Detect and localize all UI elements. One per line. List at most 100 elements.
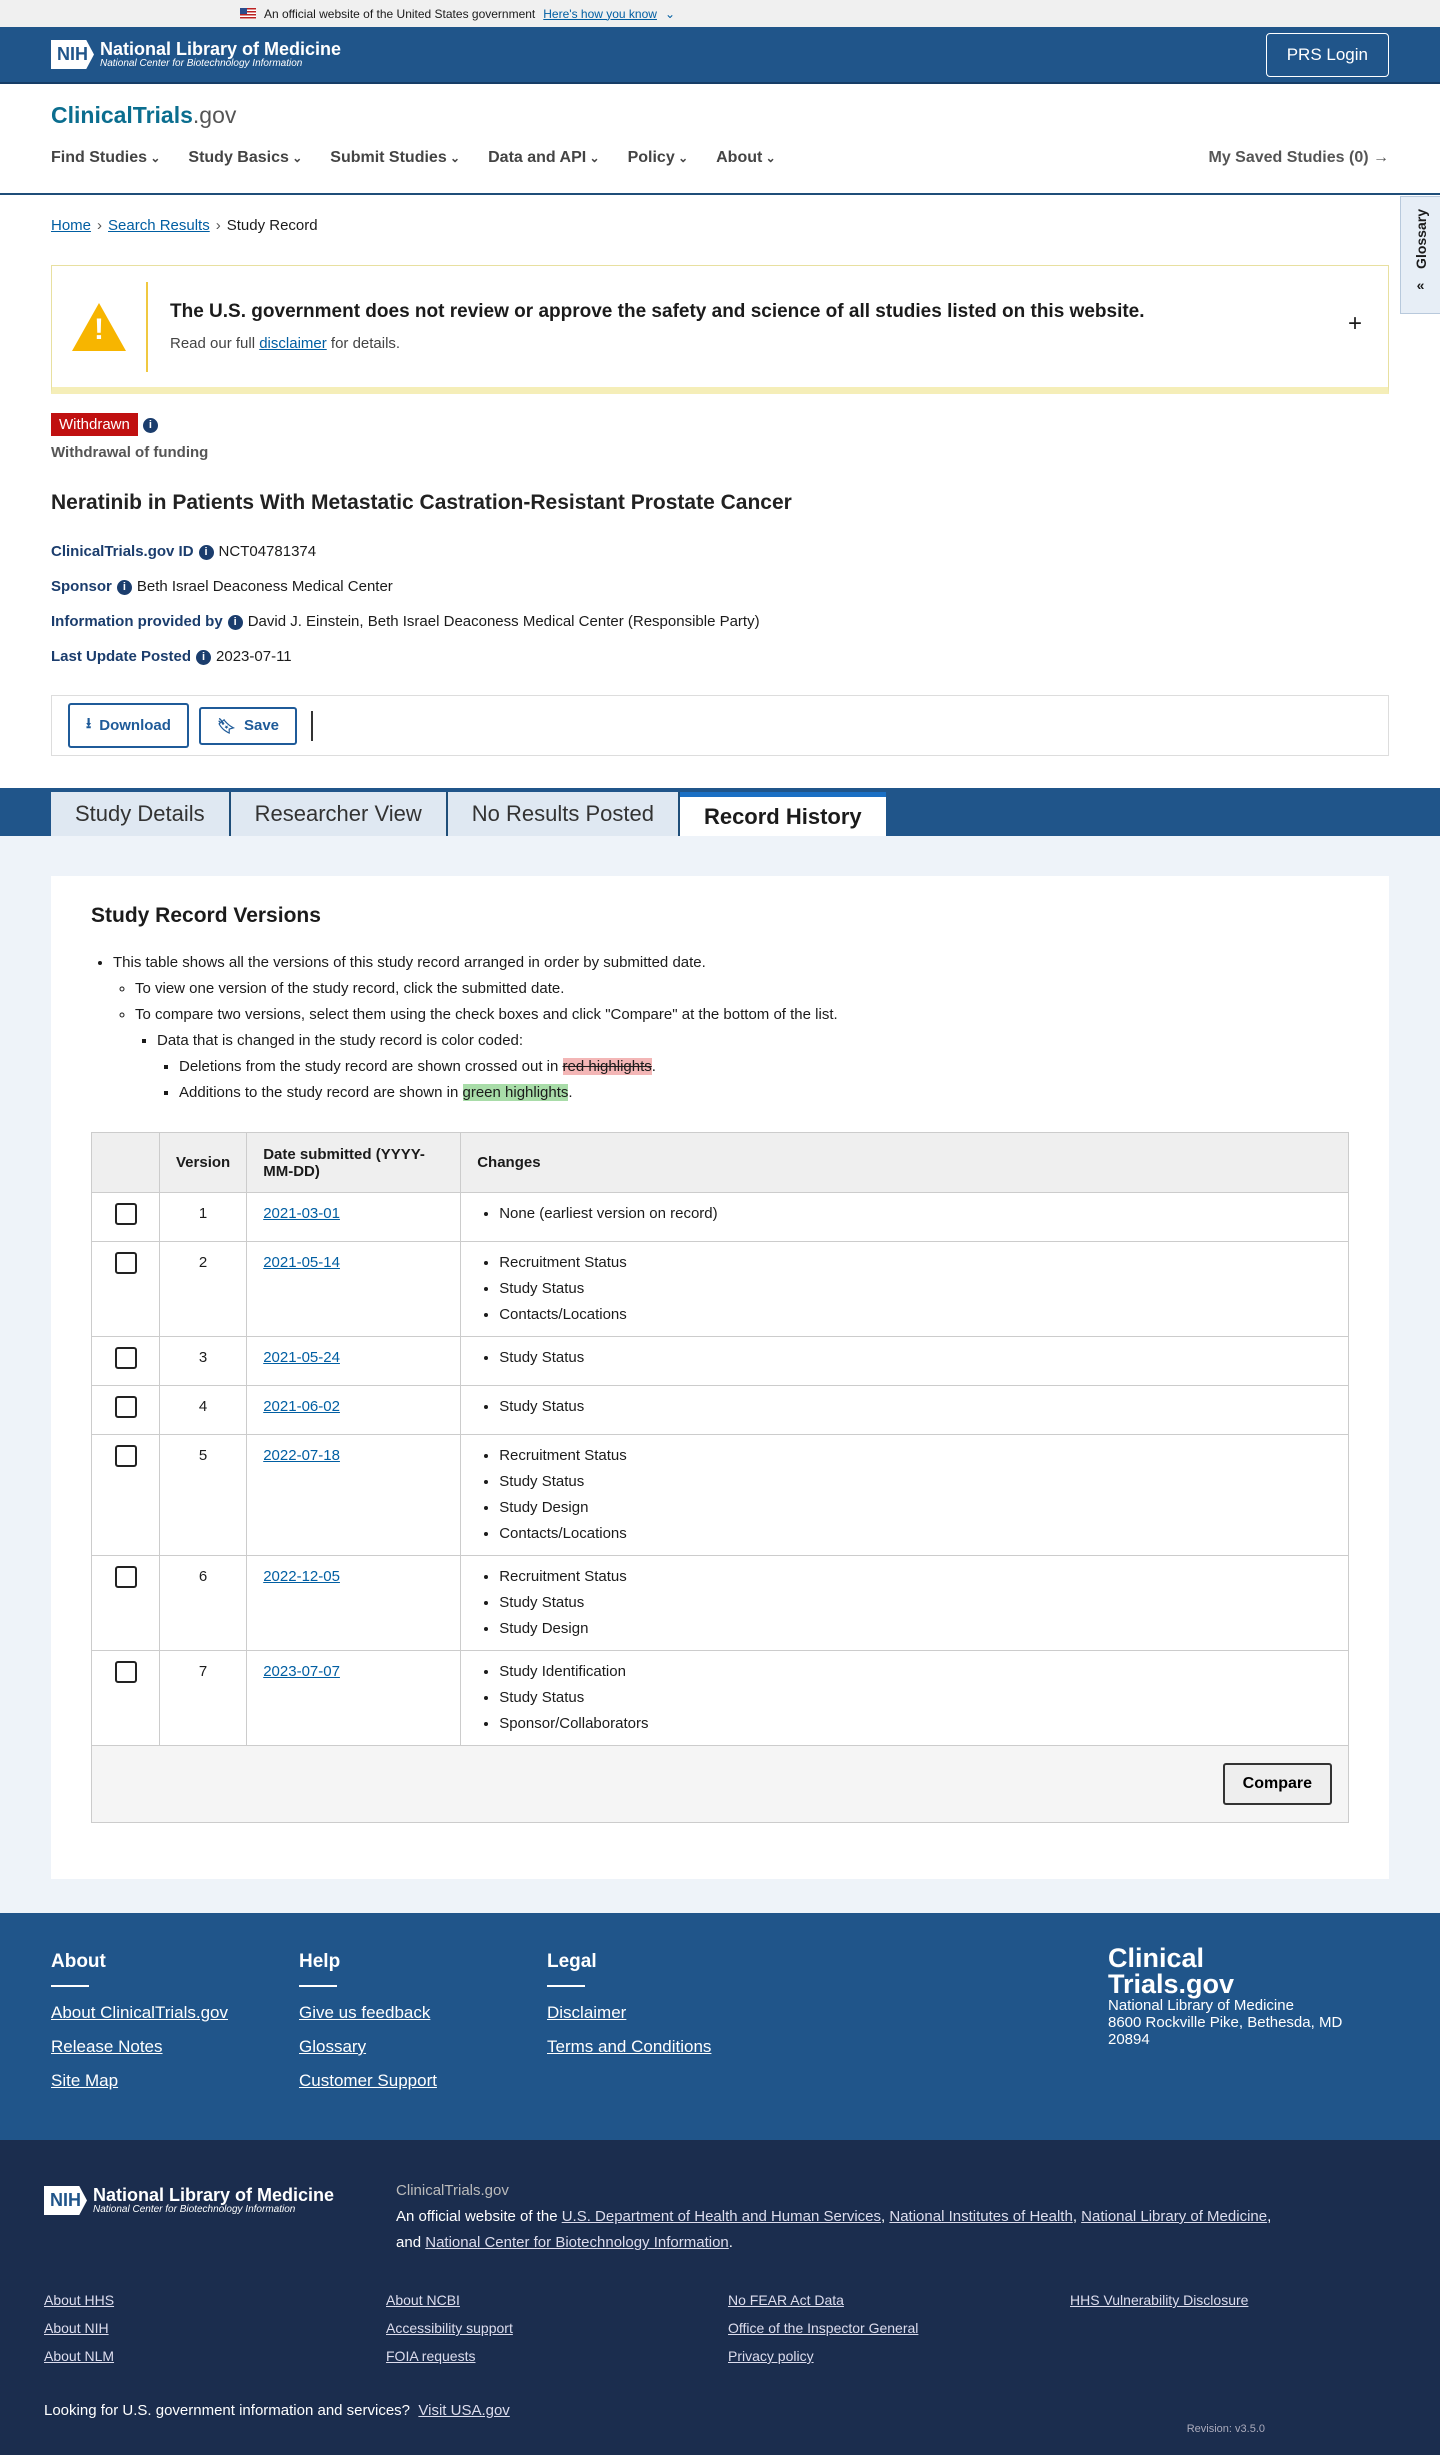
- footer-link[interactable]: About ClinicalTrials.gov: [51, 2003, 228, 2022]
- ncbi-link[interactable]: National Center for Biotechnology Inform…: [425, 2234, 729, 2251]
- nav-item-policy[interactable]: Policy ⌄: [628, 149, 689, 193]
- version-date-link[interactable]: 2023-07-07: [263, 1663, 340, 1680]
- nlm-link[interactable]: National Library of Medicine: [1081, 2208, 1268, 2225]
- change-item: Study Status: [499, 1394, 1332, 1420]
- nav-item-about[interactable]: About ⌄: [716, 149, 776, 193]
- expand-plus-icon[interactable]: +: [1347, 310, 1362, 337]
- how-you-know-link[interactable]: Here's how you know: [543, 6, 657, 21]
- chevron-down-icon: ⌄: [446, 151, 461, 165]
- footer-link[interactable]: Release Notes: [51, 2037, 163, 2056]
- meta-value: NCT04781374: [218, 543, 317, 560]
- glossary-panel-toggle[interactable]: Glossary «: [1400, 196, 1440, 314]
- version-cell: 7: [158, 1650, 248, 1746]
- prs-login-button[interactable]: PRS Login: [1265, 32, 1389, 77]
- version-checkbox[interactable]: [114, 1347, 137, 1369]
- version-date-link[interactable]: 2021-05-24: [263, 1349, 340, 1366]
- footer-nlm-logo[interactable]: NIH National Library of Medicine National…: [44, 2186, 334, 2215]
- tab-study-details[interactable]: Study Details: [51, 792, 231, 836]
- nav-item-data-and-api[interactable]: Data and API ⌄: [488, 149, 599, 193]
- date-cell: 2021-06-02: [246, 1385, 462, 1435]
- footer-link[interactable]: Office of the Inspector General: [728, 2320, 919, 2336]
- footer-link[interactable]: HHS Vulnerability Disclosure: [1070, 2292, 1249, 2308]
- meta-value: Beth Israel Deaconess Medical Center: [136, 578, 393, 595]
- version-date-link[interactable]: 2022-07-18: [263, 1447, 340, 1464]
- footer-link[interactable]: Glossary: [299, 2037, 367, 2056]
- info-icon[interactable]: i: [196, 649, 212, 665]
- version-checkbox[interactable]: [114, 1203, 137, 1225]
- divider: [311, 710, 314, 741]
- footer-link[interactable]: Terms and Conditions: [547, 2037, 712, 2056]
- nav-item-find-studies[interactable]: Find Studies ⌄: [51, 149, 160, 193]
- changes-cell: Study Status: [460, 1336, 1349, 1386]
- compare-button[interactable]: Compare: [1222, 1763, 1332, 1805]
- version-date-link[interactable]: 2021-05-14: [263, 1254, 340, 1271]
- red-highlight-sample: red highlights: [562, 1058, 652, 1075]
- download-button[interactable]: ⭳ Download: [68, 703, 189, 748]
- study-title: Neratinib in Patients With Metastatic Ca…: [51, 491, 792, 514]
- breadcrumb-search-results[interactable]: Search Results: [108, 217, 210, 234]
- alert-title: The U.S. government does not review or a…: [170, 301, 1145, 322]
- nav-label: About: [716, 149, 763, 166]
- instructions-list: This table shows all the versions of thi…: [91, 950, 1349, 1106]
- footer-link[interactable]: About HHS: [44, 2292, 115, 2308]
- disclaimer-alert: The U.S. government does not review or a…: [51, 265, 1389, 394]
- my-saved-studies-link[interactable]: My Saved Studies (0) →: [1209, 149, 1390, 193]
- bookmark-icon: 🔖︎: [216, 717, 236, 735]
- footer-link[interactable]: FOIA requests: [386, 2348, 476, 2364]
- table-row: 6 2022-12-05 Recruitment StatusStudy Statu…: [91, 1555, 1349, 1651]
- clinicaltrials-logo[interactable]: ClinicalTrials.gov: [0, 84, 1440, 129]
- visit-usa-gov-link[interactable]: Visit USA.gov: [418, 2402, 510, 2419]
- nih-link[interactable]: National Institutes of Health: [889, 2208, 1073, 2225]
- title-underline: [299, 1985, 337, 1987]
- info-icon[interactable]: i: [198, 544, 214, 560]
- version-checkbox[interactable]: [114, 1566, 137, 1588]
- col-changes: Changes: [460, 1132, 1349, 1193]
- changes-cell: Study Status: [460, 1385, 1349, 1435]
- version-checkbox[interactable]: [114, 1396, 137, 1418]
- version-date-link[interactable]: 2022-12-05: [263, 1568, 340, 1585]
- nav-item-study-basics[interactable]: Study Basics ⌄: [188, 149, 302, 193]
- breadcrumb-home[interactable]: Home: [51, 217, 92, 234]
- nav-label: Find Studies: [51, 149, 147, 166]
- changes-cell: None (earliest version on record): [460, 1192, 1349, 1242]
- chevron-double-left-icon: «: [1416, 276, 1425, 293]
- footer-link[interactable]: About NIH: [44, 2320, 109, 2336]
- change-item: Contacts/Locations: [499, 1521, 1332, 1547]
- list-item: To compare two versions, select them usi…: [135, 1002, 1349, 1028]
- nav-item-submit-studies[interactable]: Submit Studies ⌄: [330, 149, 460, 193]
- revision-label: Revision: v3.5.0: [1186, 2423, 1265, 2435]
- tab-record-history[interactable]: Record History: [679, 792, 886, 836]
- version-date-link[interactable]: 2021-03-01: [263, 1205, 340, 1222]
- tab-researcher-view[interactable]: Researcher View: [230, 792, 448, 836]
- footer-link[interactable]: Customer Support: [299, 2071, 437, 2090]
- tab-no-results-posted[interactable]: No Results Posted: [447, 792, 680, 836]
- footer-link[interactable]: Disclaimer: [547, 2003, 627, 2022]
- col-date: Date submitted (YYYY-MM-DD): [246, 1132, 462, 1193]
- version-checkbox[interactable]: [114, 1445, 137, 1467]
- footer-link[interactable]: Give us feedback: [299, 2003, 431, 2022]
- version-checkbox[interactable]: [114, 1252, 137, 1274]
- footer-col-title: Legal: [547, 1951, 597, 1972]
- save-button[interactable]: 🔖︎ Save: [198, 706, 298, 745]
- version-checkbox[interactable]: [114, 1661, 137, 1683]
- footer-link[interactable]: About NCBI: [386, 2292, 460, 2308]
- list-item: Deletions from the study record are show…: [179, 1054, 1349, 1080]
- change-item: Study Identification: [499, 1659, 1332, 1685]
- info-icon[interactable]: i: [142, 417, 158, 433]
- info-icon[interactable]: i: [116, 579, 132, 595]
- footer-link[interactable]: No FEAR Act Data: [728, 2292, 844, 2308]
- gov-banner-text: An official website of the United States…: [264, 6, 536, 21]
- info-icon[interactable]: i: [227, 614, 243, 630]
- footer-link[interactable]: Site Map: [51, 2071, 119, 2090]
- footer-link[interactable]: Privacy policy: [728, 2348, 814, 2364]
- disclaimer-link[interactable]: disclaimer: [259, 335, 327, 352]
- version-date-link[interactable]: 2021-06-02: [263, 1398, 340, 1415]
- study-tabs: Study Details Researcher View No Results P…: [0, 788, 1440, 836]
- change-item: Study Status: [499, 1469, 1332, 1495]
- footer-link[interactable]: Accessibility support: [386, 2320, 513, 2336]
- hhs-link[interactable]: U.S. Department of Health and Human Serv…: [561, 2208, 882, 2225]
- footer-link[interactable]: About NLM: [44, 2348, 115, 2364]
- brand-suffix: .gov: [192, 102, 237, 128]
- warning-icon: [72, 302, 126, 351]
- nlm-logo[interactable]: NIH National Library of Medicine National…: [51, 40, 341, 69]
